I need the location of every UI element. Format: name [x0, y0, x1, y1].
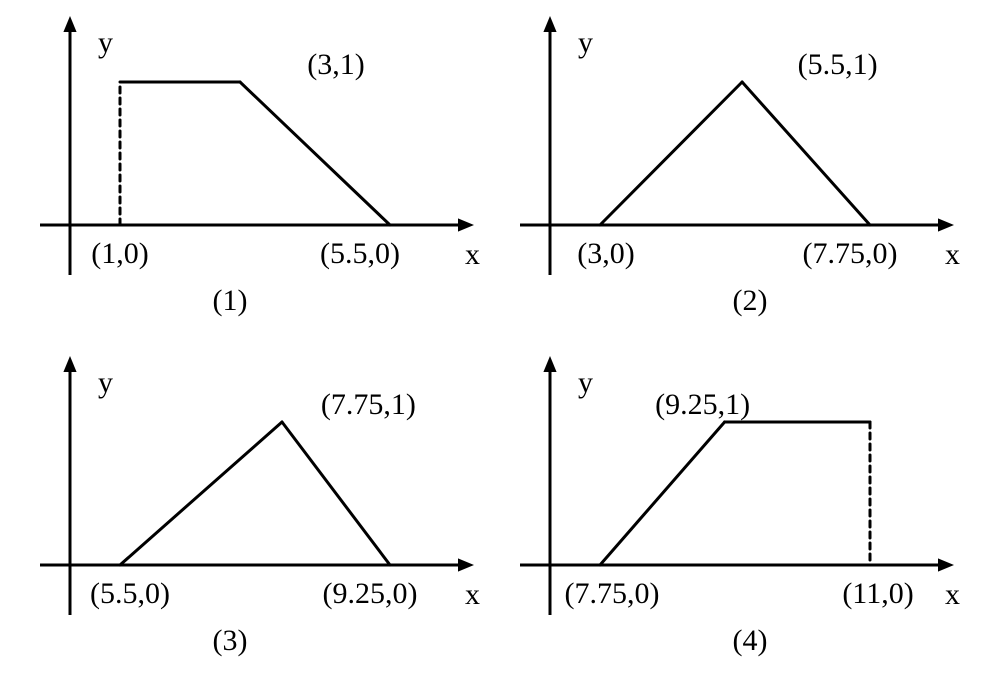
y-axis-label: y: [98, 26, 113, 59]
mf-segment: [282, 422, 390, 565]
peak-label: (9.25,1): [655, 388, 750, 421]
peak-label: (3,1): [307, 48, 364, 81]
right-label: (5.5,0): [320, 237, 400, 270]
y-axis-label: y: [98, 366, 113, 399]
y-axis-arrow: [63, 356, 76, 372]
y-axis-arrow: [63, 16, 76, 32]
mf-segment: [600, 422, 725, 565]
left-label: (1,0): [91, 237, 148, 270]
y-axis-label: y: [578, 26, 593, 59]
mf-segment: [120, 422, 282, 565]
peak-label: (5.5,1): [798, 48, 878, 81]
y-axis-arrow: [543, 356, 556, 372]
x-axis-arrow: [458, 218, 474, 231]
peak-label: (7.75,1): [321, 388, 416, 421]
mf-segment: [240, 82, 390, 225]
y-axis-label: y: [578, 366, 593, 399]
figure-canvas: y x (3,1) (1,0) (5.5,0) (1) y x (5.5,1) (3,0) (7.7…: [0, 0, 1000, 692]
x-axis-label: x: [465, 238, 480, 271]
right-label: (7.75,0): [803, 237, 898, 270]
x-axis-label: x: [945, 238, 960, 271]
left-label: (3,0): [577, 237, 634, 270]
right-label: (9.25,0): [323, 577, 418, 610]
mf-segment: [742, 82, 870, 225]
left-label: (7.75,0): [565, 577, 660, 610]
x-axis-label: x: [945, 578, 960, 611]
panel-caption: (4): [733, 624, 768, 657]
panel-caption: (2): [733, 284, 768, 317]
panel-caption: (3): [213, 624, 248, 657]
panel-p3: y x (7.75,1) (5.5,0) (9.25,0) (3): [40, 356, 480, 657]
mf-segment: [600, 82, 742, 225]
x-axis-label: x: [465, 578, 480, 611]
left-label: (5.5,0): [90, 577, 170, 610]
x-axis-arrow: [938, 558, 954, 571]
x-axis-arrow: [458, 558, 474, 571]
right-label: (11,0): [842, 577, 913, 610]
panel-p2: y x (5.5,1) (3,0) (7.75,0) (2): [520, 16, 960, 317]
x-axis-arrow: [938, 218, 954, 231]
panel-p1: y x (3,1) (1,0) (5.5,0) (1): [40, 16, 480, 317]
panel-caption: (1): [213, 284, 248, 317]
panel-p4: y x (9.25,1) (7.75,0) (11,0) (4): [520, 356, 960, 657]
y-axis-arrow: [543, 16, 556, 32]
